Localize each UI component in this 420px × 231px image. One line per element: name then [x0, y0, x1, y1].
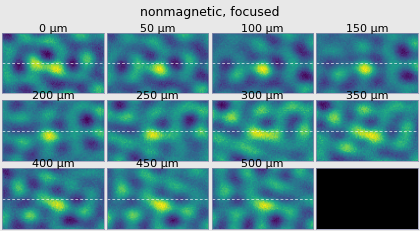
Text: nonmagnetic, focused: nonmagnetic, focused [140, 6, 280, 19]
Title: 500 μm: 500 μm [241, 158, 284, 168]
Title: 400 μm: 400 μm [32, 158, 74, 168]
Title: 300 μm: 300 μm [241, 91, 284, 101]
Title: 450 μm: 450 μm [136, 158, 179, 168]
Title: 0 μm: 0 μm [39, 24, 67, 33]
Title: 200 μm: 200 μm [32, 91, 74, 101]
Title: 150 μm: 150 μm [346, 24, 388, 33]
Title: 350 μm: 350 μm [346, 91, 388, 101]
Title: 50 μm: 50 μm [140, 24, 176, 33]
Title: 100 μm: 100 μm [241, 24, 284, 33]
Title: 250 μm: 250 μm [136, 91, 179, 101]
